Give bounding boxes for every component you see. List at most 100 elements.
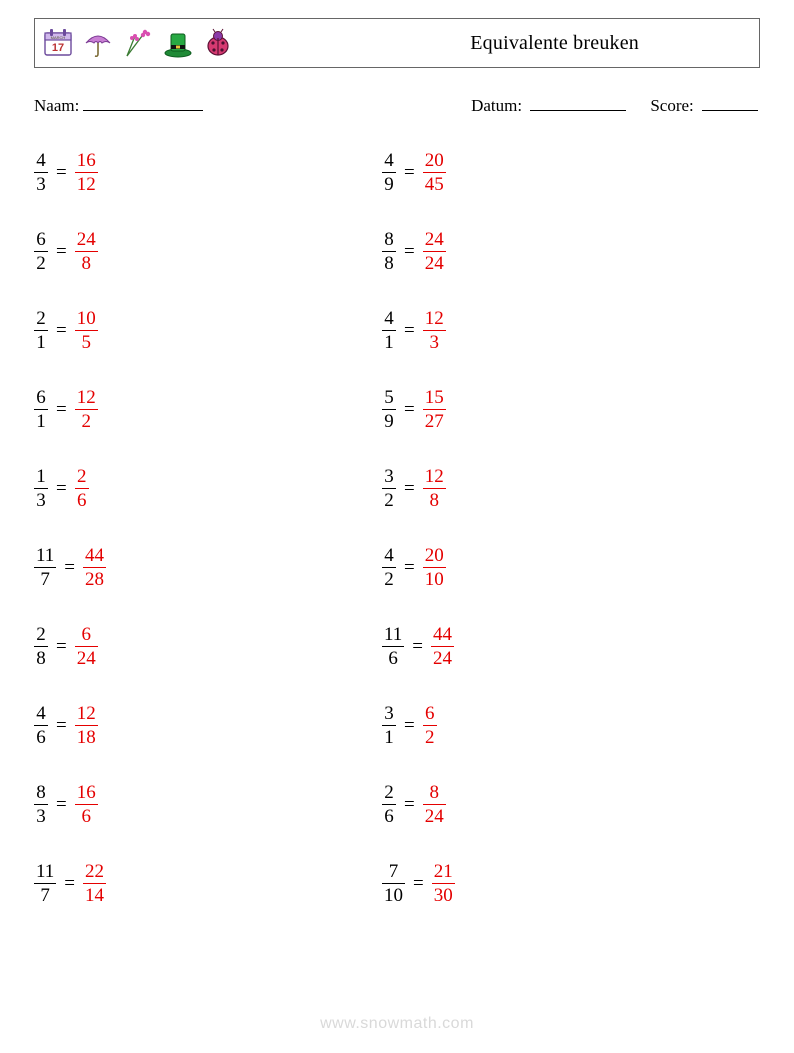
fraction: 31 <box>382 703 396 748</box>
equation-row: 43=1612 <box>34 150 382 195</box>
fraction-bar <box>432 883 455 884</box>
fraction-bar <box>34 488 48 489</box>
denominator: 45 <box>423 174 446 195</box>
denominator: 3 <box>34 490 48 511</box>
fraction: 62 <box>423 703 437 748</box>
numerator: 24 <box>423 229 446 250</box>
equals-sign: = <box>396 400 423 419</box>
flowers-icon <box>121 26 155 60</box>
numerator: 1 <box>34 466 48 487</box>
fraction: 122 <box>75 387 98 432</box>
equation-row: 32=128 <box>382 466 730 511</box>
denominator: 12 <box>75 174 98 195</box>
denominator: 9 <box>382 174 396 195</box>
fraction: 41 <box>382 308 396 353</box>
score-blank <box>702 96 758 111</box>
denominator: 6 <box>34 727 48 748</box>
numerator: 10 <box>75 308 98 329</box>
numerator: 2 <box>34 308 48 329</box>
fraction-bar <box>382 409 396 410</box>
equals-sign: = <box>404 637 431 656</box>
fraction-bar <box>75 251 98 252</box>
equals-sign: = <box>48 637 75 656</box>
fraction: 83 <box>34 782 48 827</box>
numerator: 44 <box>431 624 454 645</box>
fraction: 2045 <box>423 150 446 195</box>
numerator: 6 <box>423 703 437 724</box>
numerator: 2 <box>34 624 48 645</box>
name-blank <box>83 96 203 111</box>
numerator: 11 <box>34 545 56 566</box>
numerator: 2 <box>382 782 396 803</box>
numerator: 3 <box>382 703 396 724</box>
fraction: 43 <box>34 150 48 195</box>
fraction-bar <box>34 567 56 568</box>
fraction: 62 <box>34 229 48 274</box>
equation-row: 61=122 <box>34 387 382 432</box>
fraction-bar <box>34 172 48 173</box>
fraction: 2010 <box>423 545 446 590</box>
fraction-bar <box>382 804 396 805</box>
fraction: 88 <box>382 229 396 274</box>
denominator: 14 <box>83 885 106 906</box>
equals-sign: = <box>48 400 75 419</box>
equals-sign: = <box>48 479 75 498</box>
denominator: 5 <box>79 332 93 353</box>
fraction-bar <box>382 883 405 884</box>
numerator: 20 <box>423 150 446 171</box>
fraction: 13 <box>34 466 48 511</box>
equals-sign: = <box>396 242 423 261</box>
denominator: 8 <box>382 253 396 274</box>
numerator: 12 <box>423 308 446 329</box>
fraction: 46 <box>34 703 48 748</box>
fraction: 248 <box>75 229 98 274</box>
denominator: 2 <box>382 490 396 511</box>
fraction: 1612 <box>75 150 98 195</box>
numerator: 12 <box>423 466 446 487</box>
column-left: 43=161262=24821=10561=12213=26117=442828… <box>34 150 382 906</box>
denominator: 10 <box>382 885 405 906</box>
fraction: 117 <box>34 861 56 906</box>
fraction-bar <box>423 330 446 331</box>
fraction: 1218 <box>75 703 98 748</box>
numerator: 15 <box>423 387 446 408</box>
numerator: 4 <box>382 150 396 171</box>
numerator: 4 <box>34 150 48 171</box>
denominator: 1 <box>34 332 48 353</box>
fraction: 166 <box>75 782 98 827</box>
numerator: 44 <box>83 545 106 566</box>
denominator: 24 <box>423 253 446 274</box>
fraction-bar <box>423 725 437 726</box>
numerator: 6 <box>34 387 48 408</box>
fraction: 26 <box>382 782 396 827</box>
fraction-bar <box>423 251 446 252</box>
fraction-bar <box>34 725 48 726</box>
numerator: 2 <box>75 466 89 487</box>
fraction-bar <box>75 804 98 805</box>
denominator: 28 <box>83 569 106 590</box>
denominator: 3 <box>427 332 441 353</box>
fraction-bar <box>75 646 98 647</box>
fraction-bar <box>75 725 98 726</box>
equals-sign: = <box>405 874 432 893</box>
equation-row: 13=26 <box>34 466 382 511</box>
fraction-bar <box>75 488 89 489</box>
fraction: 2424 <box>423 229 446 274</box>
fraction-bar <box>382 488 396 489</box>
name-label: Naam: <box>34 96 79 116</box>
fraction-bar <box>34 804 48 805</box>
fraction-bar <box>34 883 56 884</box>
fraction: 32 <box>382 466 396 511</box>
fraction-bar <box>382 725 396 726</box>
fraction-bar <box>75 330 98 331</box>
numerator: 16 <box>75 150 98 171</box>
numerator: 24 <box>75 229 98 250</box>
equals-sign: = <box>48 321 75 340</box>
fraction: 59 <box>382 387 396 432</box>
fraction-bar <box>83 567 106 568</box>
fraction: 26 <box>75 466 89 511</box>
denominator: 2 <box>79 411 93 432</box>
numerator: 11 <box>382 624 404 645</box>
score-field: Score: <box>650 96 758 116</box>
fraction: 49 <box>382 150 396 195</box>
